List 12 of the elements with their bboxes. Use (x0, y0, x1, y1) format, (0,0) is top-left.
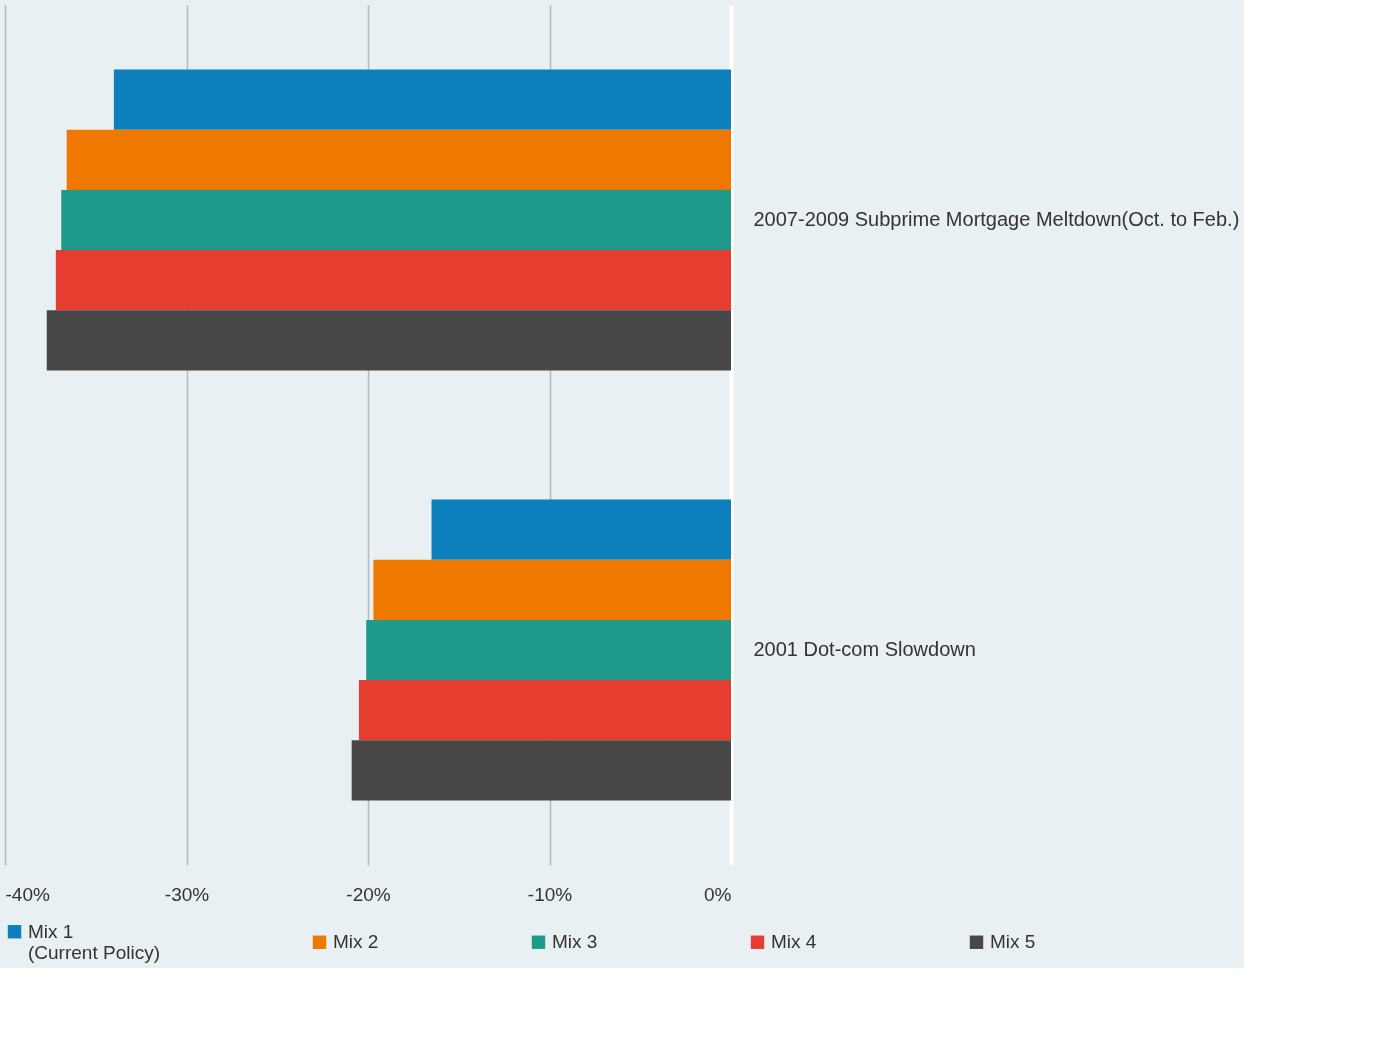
legend-label: Mix 4 (771, 931, 817, 953)
x-tick-label: 0% (704, 883, 732, 905)
legend-label: Mix 2 (333, 931, 379, 953)
x-tick-label: -10% (527, 883, 573, 905)
x-tick-label: -20% (346, 883, 391, 905)
x-tick-label: -40% (5, 883, 50, 905)
y-tick-label: 2001 Dot-com Slowdown (753, 638, 976, 660)
y-tick-label: 2007-2009 Subprime Mortgage Meltdown(Oct. to Feb.) (753, 208, 1240, 230)
legend-label: Mix 5 (990, 931, 1036, 953)
legend-label: Mix 1 (Current Policy) (28, 920, 160, 963)
x-tick-label: -30% (164, 883, 210, 905)
legend-label: Mix 3 (552, 931, 598, 953)
